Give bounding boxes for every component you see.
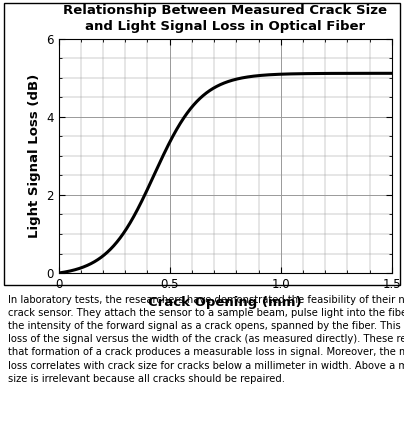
Title: Relationship Between Measured Crack Size
and Light Signal Loss in Optical Fiber: Relationship Between Measured Crack Size… xyxy=(63,4,387,34)
Text: In laboratory tests, the researchers have demonstrated the feasibility of their : In laboratory tests, the researchers hav… xyxy=(8,295,404,384)
X-axis label: Crack Opening (mm): Crack Opening (mm) xyxy=(148,296,302,310)
Y-axis label: Light Signal Loss (dB): Light Signal Loss (dB) xyxy=(27,74,41,238)
